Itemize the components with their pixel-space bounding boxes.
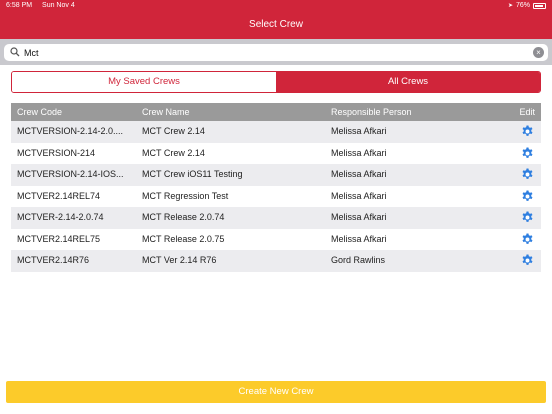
search-box[interactable]: × <box>4 44 548 61</box>
search-input[interactable] <box>24 44 524 61</box>
crew-code: MCTVERSION-2.14-2.0.... <box>17 126 124 136</box>
create-new-crew-button[interactable]: Create New Crew <box>6 381 546 403</box>
gear-icon[interactable] <box>521 168 534 181</box>
table-header: Crew Code Crew Name Responsible Person E… <box>11 103 541 121</box>
gear-icon[interactable] <box>521 211 534 224</box>
gear-icon[interactable] <box>521 190 534 203</box>
crew-name: MCT Crew 2.14 <box>142 147 205 158</box>
search-icon <box>10 47 20 57</box>
crew-name: MCT Crew iOS11 Testing <box>142 169 243 179</box>
responsible-person: Melissa Afkari <box>331 212 387 222</box>
search-bar: × <box>0 39 552 65</box>
table-row[interactable]: MCTVER2.14REL74 MCT Regression Test Meli… <box>11 185 541 207</box>
header-responsible-person: Responsible Person <box>331 107 412 117</box>
crew-name: MCT Release 2.0.75 <box>142 233 225 244</box>
crew-name: MCT Release 2.0.74 <box>142 212 225 222</box>
header-crew-code: Crew Code <box>17 107 63 117</box>
crew-name: MCT Regression Test <box>142 190 229 201</box>
table-row[interactable]: MCTVERSION-2.14-IOS... MCT Crew iOS11 Te… <box>11 164 541 186</box>
crew-code: MCTVER-2.14-2.0.74 <box>17 212 104 222</box>
gear-icon[interactable] <box>521 233 534 246</box>
tab-my-saved-crews[interactable]: My Saved Crews <box>12 72 276 92</box>
table-row[interactable]: MCTVERSION-2.14-2.0.... MCT Crew 2.14 Me… <box>11 121 541 143</box>
status-bar: 6:58 PM Sun Nov 4 ➤ 76% <box>0 0 552 12</box>
crew-code: MCTVERSION-214 <box>17 147 96 158</box>
gear-icon[interactable] <box>521 147 534 160</box>
header-crew-name: Crew Name <box>142 107 190 117</box>
crew-name: MCT Ver 2.14 R76 <box>142 255 217 265</box>
crew-code: MCTVER2.14R76 <box>17 255 90 265</box>
crew-code: MCTVER2.14REL74 <box>17 190 101 201</box>
table-body: MCTVERSION-2.14-2.0.... MCT Crew 2.14 Me… <box>11 121 541 272</box>
header: 6:58 PM Sun Nov 4 ➤ 76% Select Crew <box>0 0 552 39</box>
responsible-person: Gord Rawlins <box>331 255 386 265</box>
responsible-person: Melissa Afkari <box>331 233 387 244</box>
responsible-person: Melissa Afkari <box>331 147 387 158</box>
crew-code: MCTVERSION-2.14-IOS... <box>17 169 124 179</box>
gear-icon[interactable] <box>521 254 534 267</box>
responsible-person: Melissa Afkari <box>331 190 387 201</box>
table-row[interactable]: MCTVERSION-214 MCT Crew 2.14 Melissa Afk… <box>11 142 541 164</box>
clear-search-icon[interactable]: × <box>533 47 544 58</box>
crew-name: MCT Crew 2.14 <box>142 126 205 136</box>
table-row[interactable]: MCTVER2.14REL75 MCT Release 2.0.75 Melis… <box>11 228 541 250</box>
table-row[interactable]: MCTVER-2.14-2.0.74 MCT Release 2.0.74 Me… <box>11 207 541 229</box>
status-time: 6:58 PM <box>6 2 33 9</box>
table-row[interactable]: MCTVER2.14R76 MCT Ver 2.14 R76 Gord Rawl… <box>11 250 541 272</box>
responsible-person: Melissa Afkari <box>331 169 387 179</box>
page-title: Select Crew <box>249 19 303 30</box>
responsible-person: Melissa Afkari <box>331 126 387 136</box>
location-icon: ➤ <box>507 3 513 9</box>
crew-code: MCTVER2.14REL75 <box>17 233 101 244</box>
tab-all-crews[interactable]: All Crews <box>276 72 540 92</box>
crew-table: Crew Code Crew Name Responsible Person E… <box>11 103 541 272</box>
battery-percent: 76% <box>515 2 530 9</box>
header-edit: Edit <box>519 107 535 117</box>
battery-icon <box>533 3 546 9</box>
gear-icon[interactable] <box>521 125 534 138</box>
status-date: Sun Nov 4 <box>42 2 75 9</box>
crew-tabs: My Saved Crews All Crews <box>11 71 541 93</box>
